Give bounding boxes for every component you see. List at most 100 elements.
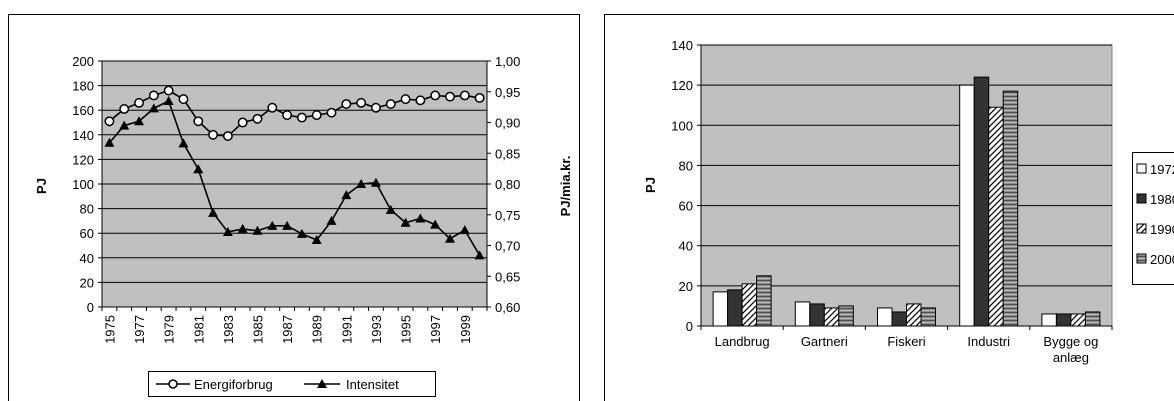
point-energiforbrug <box>430 90 441 101</box>
x-tick-label: 1991 <box>339 315 354 344</box>
bar-1972 <box>794 301 811 327</box>
x-tick-label: 1985 <box>250 315 265 344</box>
legend-swatch-2000 <box>1136 253 1147 264</box>
point-intensitet <box>178 138 189 148</box>
y2-tick-label: 0,70 <box>495 239 520 254</box>
point-intensitet <box>282 220 293 230</box>
point-energiforbrug <box>134 97 144 108</box>
point-intensitet <box>208 207 219 217</box>
x-tick-label: 1995 <box>399 315 414 344</box>
point-energiforbrug <box>267 102 278 113</box>
bar-chart-axes: 0 20 40 60 80 100 120 140 Landbrug Gartneri Fisker… <box>671 38 1113 365</box>
legend-swatch-1990 <box>1136 223 1147 234</box>
y2-tick-label: 0,90 <box>495 116 520 131</box>
point-intensitet <box>341 190 352 200</box>
point-intensitet <box>385 204 396 214</box>
y2-tick-label: 0,85 <box>495 146 520 161</box>
point-energiforbrug <box>296 112 307 123</box>
point-energiforbrug <box>474 92 485 103</box>
legend-label-energiforbrug: Energiforbrug <box>194 377 273 392</box>
x-tick-label: Industri <box>967 334 1010 349</box>
y-tick-label: 120 <box>72 152 94 167</box>
y-tick-label: 20 <box>80 275 94 290</box>
y-tick-label: 200 <box>72 54 94 69</box>
bar-2000 <box>1002 90 1019 327</box>
point-energiforbrug <box>341 99 352 110</box>
point-intensitet <box>104 137 115 147</box>
legend-label-intensitet: Intensitet <box>346 377 399 392</box>
x-tick-label: 1989 <box>310 315 325 344</box>
point-energiforbrug <box>370 102 381 113</box>
point-intensitet <box>134 116 145 126</box>
point-intensitet <box>252 225 263 235</box>
bar-chart-y-label: PJ <box>643 177 658 193</box>
bar-1980 <box>1055 313 1072 327</box>
y2-tick-label: 0,60 <box>495 300 520 315</box>
x-tick-label: 1997 <box>428 315 443 344</box>
point-energiforbrug <box>222 131 233 141</box>
bar-1990 <box>741 283 758 327</box>
x-tick-label: 1981 <box>191 315 206 344</box>
point-energiforbrug <box>193 116 204 127</box>
legend-label-1972: 1972 <box>1150 162 1174 177</box>
x-tick-label: Landbrug <box>715 334 770 349</box>
y-tick-label: 0 <box>686 319 693 334</box>
bar-1980 <box>809 303 825 327</box>
point-energiforbrug <box>445 91 455 102</box>
y-tick-label: 40 <box>80 251 94 266</box>
point-energiforbrug <box>385 99 396 110</box>
point-intensitet <box>415 213 426 223</box>
bar-1990 <box>1070 313 1086 327</box>
y-tick-label: 60 <box>80 226 94 241</box>
bar-1980 <box>891 311 907 327</box>
line-chart-y2-label: PJ/mia.kr. <box>558 156 573 217</box>
point-intensitet <box>474 250 485 260</box>
y2-tick-label: 0,80 <box>495 177 520 192</box>
line-chart-axes: 0 20 40 60 80 100 120 140 160 180 200 0,60 0,65 0,70 0… <box>72 54 520 344</box>
legend-label-1980: 1980 <box>1150 192 1174 207</box>
line-chart-legend: Energiforbrug Intensitet <box>148 371 436 397</box>
point-intensitet <box>326 215 337 225</box>
point-intensitet <box>444 233 455 243</box>
x-tick-label: anlæg <box>1053 350 1089 365</box>
point-energiforbrug <box>237 117 248 128</box>
bar-2000 <box>1084 311 1101 327</box>
bar-2000 <box>756 275 772 327</box>
x-tick-label: Fiskeri <box>887 334 925 349</box>
point-intensitet <box>430 219 441 229</box>
y-tick-label: 60 <box>679 199 693 214</box>
y2-tick-label: 0,65 <box>495 269 520 284</box>
x-tick-label: 1977 <box>132 315 147 344</box>
y-tick-label: 100 <box>671 118 693 133</box>
legend-marker-circle-icon <box>168 379 178 389</box>
y-tick-label: 120 <box>671 78 693 93</box>
point-energiforbrug <box>459 90 470 101</box>
y-tick-label: 140 <box>671 38 693 53</box>
y-tick-label: 40 <box>679 239 693 254</box>
point-intensitet <box>459 225 470 235</box>
y-tick-label: 180 <box>72 79 94 94</box>
point-intensitet <box>267 220 278 230</box>
point-energiforbrug <box>400 94 411 105</box>
legend-marker-triangle-icon <box>317 379 327 388</box>
y-tick-label: 0 <box>87 300 94 315</box>
point-intensitet <box>148 103 159 113</box>
point-intensitet <box>356 179 367 188</box>
line-chart-series <box>104 85 485 260</box>
bar-1980 <box>973 76 990 327</box>
point-energiforbrug <box>415 95 426 106</box>
bar-1980 <box>727 289 743 327</box>
bar-1990 <box>988 106 1004 327</box>
point-intensitet <box>370 177 381 187</box>
point-energiforbrug <box>104 116 115 127</box>
x-tick-label: 1999 <box>458 315 473 344</box>
line-chart-legend-box <box>148 371 436 397</box>
point-energiforbrug <box>282 110 293 121</box>
point-energiforbrug <box>163 85 174 96</box>
point-energiforbrug <box>311 110 322 121</box>
y2-tick-label: 0,75 <box>495 208 520 223</box>
y-tick-label: 20 <box>679 279 693 294</box>
y2-tick-label: 1,00 <box>495 54 520 69</box>
bar-1972 <box>959 84 975 327</box>
